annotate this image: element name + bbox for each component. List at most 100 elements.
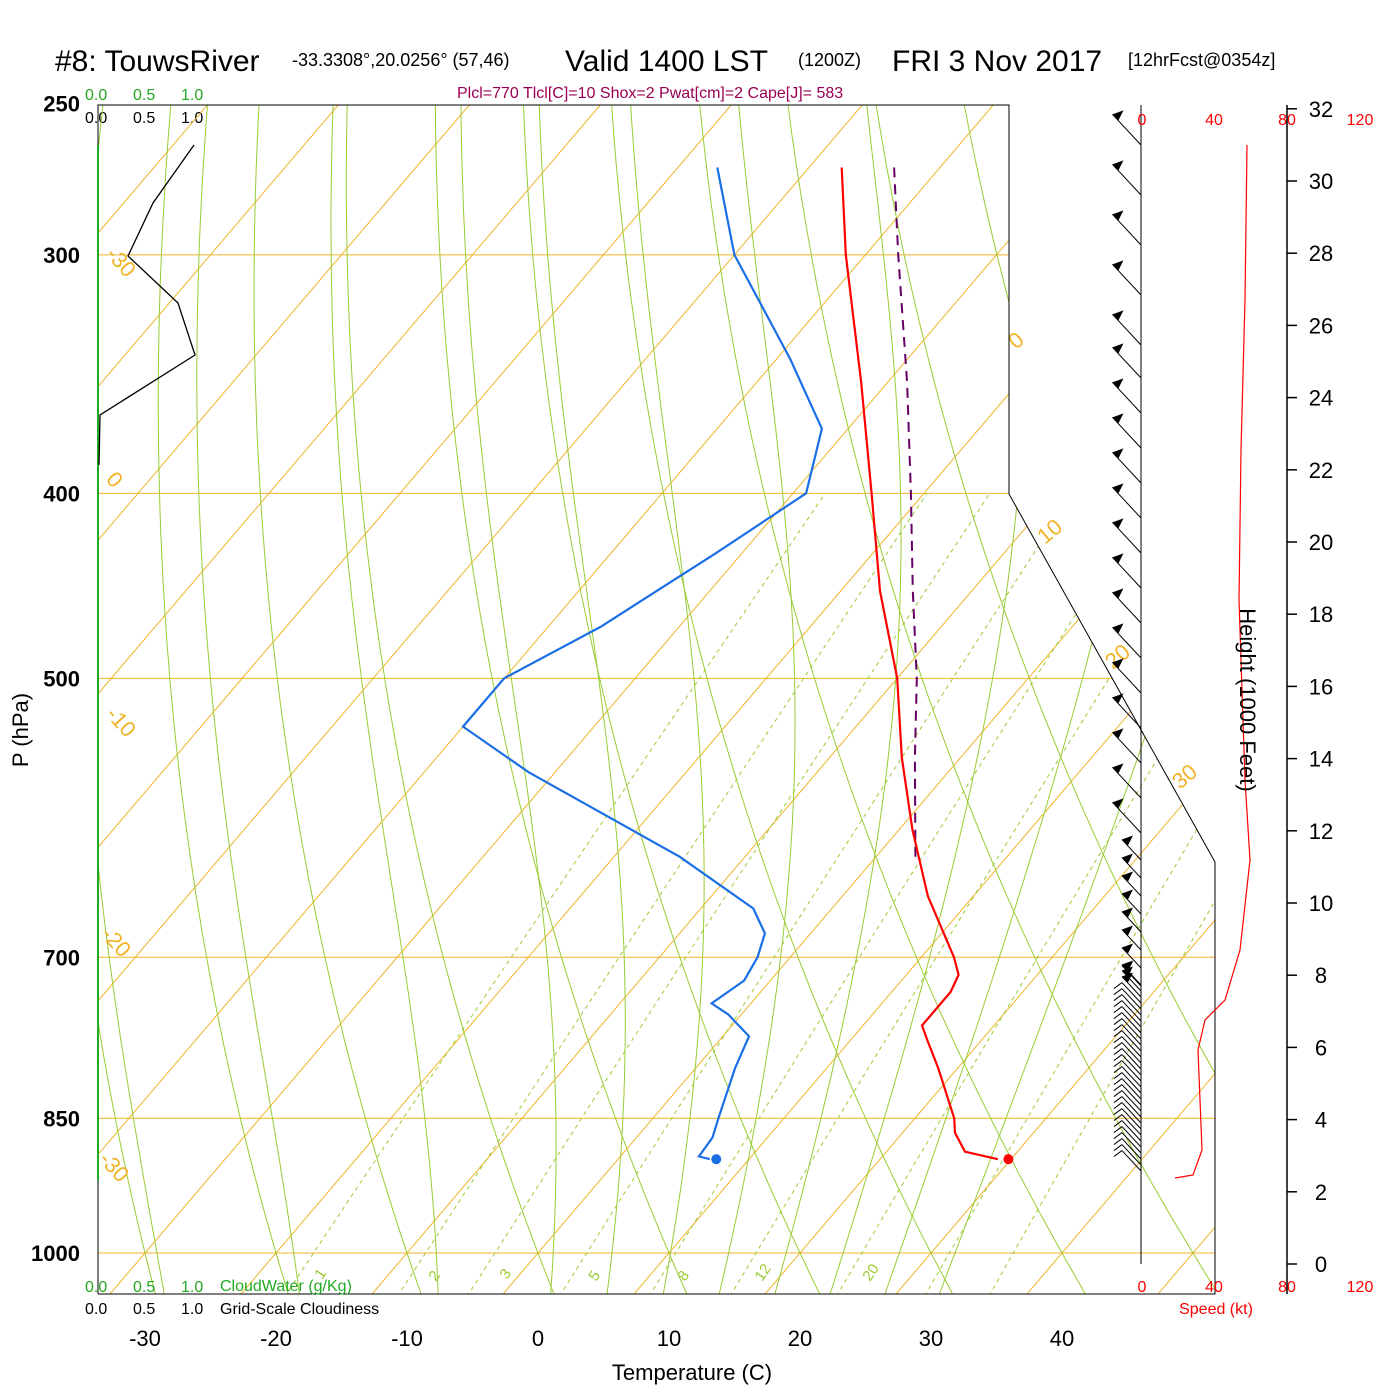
mixing-ratio-label: 12 bbox=[751, 1261, 774, 1284]
wind-barb-staff bbox=[1121, 1042, 1142, 1064]
wind-barb-staff bbox=[1121, 1144, 1142, 1166]
wind-barb-staff bbox=[1121, 982, 1142, 1004]
mixing-ratio-line bbox=[823, 493, 1215, 1294]
wind-barb-staff bbox=[1121, 929, 1142, 951]
isotherm-line bbox=[563, 105, 1215, 1294]
wind-barb-staff bbox=[1121, 857, 1142, 879]
top-cloudwater-scale: 0.0 0.5 1.0 0.0 0.5 1.0 bbox=[85, 87, 203, 127]
bottom-green-label: CloudWater (g/Kg) bbox=[220, 1278, 352, 1295]
height-tick-label: 12 bbox=[1309, 819, 1333, 844]
temperature-tick-label: -10 bbox=[391, 1326, 423, 1351]
pressure-tick-label: 500 bbox=[43, 666, 80, 691]
wind-barb-flag bbox=[1112, 763, 1124, 774]
wind-barb-staff bbox=[1121, 875, 1142, 897]
wind-barb-staff bbox=[1121, 1108, 1142, 1130]
saturated-adiabat bbox=[536, 105, 626, 1294]
dry-adiabat bbox=[434, 105, 722, 1294]
saturated-adiabat bbox=[460, 105, 557, 1294]
isotherm-line bbox=[432, 105, 1215, 1294]
mixing-ratio-line bbox=[717, 493, 1215, 1294]
mixing-ratio-line bbox=[270, 493, 826, 1294]
wind-barb-feather bbox=[1113, 1120, 1123, 1127]
mixing-ratio-label: 5 bbox=[585, 1268, 604, 1285]
top-black-2: 1.0 bbox=[181, 110, 203, 127]
wind-barb-staff bbox=[1112, 556, 1142, 589]
wind-barb-flag bbox=[1112, 413, 1124, 424]
wind-barb-flag bbox=[1121, 966, 1133, 977]
wind-barb-feather bbox=[1113, 1144, 1123, 1151]
mixing-ratio-line bbox=[546, 493, 1074, 1294]
wind-barb-staff bbox=[1112, 113, 1142, 146]
top-green-2: 1.0 bbox=[181, 87, 203, 104]
wind-barb-flag bbox=[1121, 889, 1133, 900]
isotherm-label: 10 bbox=[1032, 514, 1067, 549]
wind-barb-flag bbox=[1112, 728, 1124, 739]
wind-barb-staff bbox=[1121, 1054, 1142, 1076]
wind-barb-feather bbox=[1113, 1126, 1123, 1133]
title-zulu: (1200Z) bbox=[798, 50, 861, 70]
wind-barb-staff bbox=[1112, 731, 1142, 764]
wind-barb-flag bbox=[1112, 110, 1124, 121]
height-tick-label: 22 bbox=[1309, 458, 1333, 483]
isotherm-line bbox=[98, 105, 1153, 1294]
temperature-tick-label: 30 bbox=[919, 1326, 943, 1351]
wind-barb-staff bbox=[1112, 163, 1142, 196]
bottom-black-2: 1.0 bbox=[181, 1301, 203, 1318]
wind-barb-staff bbox=[1112, 313, 1142, 346]
wind-barb-staff bbox=[1121, 1090, 1142, 1112]
wind-barb-staff bbox=[1121, 1012, 1142, 1034]
x-axis-label: Temperature (C) bbox=[612, 1360, 772, 1385]
wind-barb-staff bbox=[1121, 1006, 1142, 1028]
mixing-ratio-label: 3 bbox=[496, 1266, 515, 1283]
wind-barb-staff bbox=[1121, 1066, 1142, 1088]
saturated-adiabat bbox=[330, 105, 440, 1294]
height-tick-label: 26 bbox=[1309, 313, 1333, 338]
height-tick-label: 20 bbox=[1309, 530, 1333, 555]
wind-barb-feather bbox=[1113, 1054, 1123, 1061]
mixing-ratio-line bbox=[976, 493, 1215, 1294]
height-tick-label: 24 bbox=[1309, 386, 1333, 411]
title-station: #8: TouwsRiver bbox=[55, 45, 260, 78]
bottom-black-1: 0.5 bbox=[133, 1301, 155, 1318]
wind-barb-flag bbox=[1121, 871, 1133, 882]
wind-barb-staff bbox=[1121, 1120, 1142, 1142]
wind-barb-flag bbox=[1112, 210, 1124, 221]
saturated-adiabat bbox=[753, 105, 902, 1294]
temperature-tick-label: 10 bbox=[657, 1326, 681, 1351]
isotherm-line bbox=[170, 105, 1215, 1294]
wind-barb-staff bbox=[1121, 965, 1142, 987]
dry-adiabat bbox=[98, 105, 177, 1294]
wind-barb-feather bbox=[1113, 1096, 1123, 1103]
height-tick-label: 16 bbox=[1309, 674, 1333, 699]
top-black-1: 0.5 bbox=[133, 110, 155, 127]
bottom-black-0: 0.0 bbox=[85, 1301, 107, 1318]
wind-barb-staff bbox=[1112, 521, 1142, 554]
wind-barb-staff bbox=[1112, 626, 1142, 659]
dewpoint-profile-line bbox=[461, 167, 824, 1161]
wind-barb-staff bbox=[1121, 1132, 1142, 1154]
saturated-adiabat bbox=[98, 105, 178, 1294]
temperature-tick-label: -30 bbox=[129, 1326, 161, 1351]
isotherm-label: 20 bbox=[1100, 639, 1135, 674]
wind-barb-flag bbox=[1121, 907, 1133, 918]
wind-barb-staff bbox=[1112, 416, 1142, 449]
top-green-1: 0.5 bbox=[133, 87, 155, 104]
speed-bottom-1: 40 bbox=[1205, 1279, 1223, 1296]
wind-barb-staff bbox=[1121, 988, 1142, 1010]
wind-barb-feather bbox=[1113, 994, 1123, 1001]
isotherm-line bbox=[98, 105, 891, 1294]
dry-adiabat bbox=[686, 105, 1131, 1294]
speed-bottom-3: 120 bbox=[1347, 1279, 1374, 1296]
isotherm-line bbox=[825, 105, 1215, 1294]
wind-barb-feather bbox=[1113, 1018, 1123, 1025]
wind-barb-feather bbox=[1113, 1066, 1123, 1073]
dry-adiabat bbox=[603, 105, 995, 1294]
saturated-adiabat bbox=[623, 105, 705, 1294]
mixing-ratio-line bbox=[636, 493, 1154, 1294]
dry-adiabat bbox=[520, 105, 859, 1294]
wind-barb-flag bbox=[1112, 798, 1124, 809]
isotherm-label: 0 bbox=[1003, 327, 1028, 354]
